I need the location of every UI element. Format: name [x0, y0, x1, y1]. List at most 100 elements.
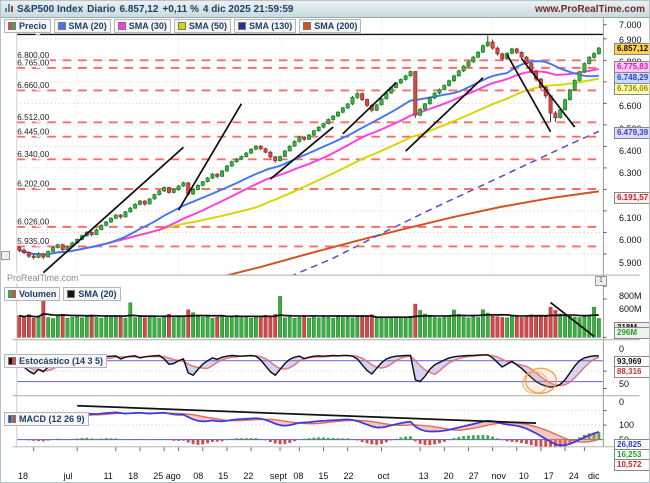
candle [514, 48, 519, 53]
volume-bar [447, 315, 452, 338]
candle [31, 255, 36, 258]
prorealtime-link[interactable]: www.ProRealTime.com [534, 3, 645, 15]
volume-bar [490, 315, 495, 338]
macd-histogram-bar [539, 439, 543, 448]
legend-item[interactable]: Estocástico (14 3 5) [4, 354, 108, 368]
volume-bar [476, 317, 480, 338]
macd-histogram-bar [302, 438, 306, 440]
volume-bar [51, 318, 55, 338]
volume-bar [505, 317, 509, 338]
legend-swatch-icon [238, 22, 247, 30]
candle [200, 181, 205, 186]
chart-area[interactable]: 6.800,00 6.765,00 6.660,00 6.512,00 6.445,00… [1, 18, 650, 483]
volume-bar [519, 317, 524, 338]
axis-label: 10 [518, 471, 529, 481]
candle [249, 148, 254, 154]
macd-histogram-bar [268, 439, 272, 442]
candle [365, 99, 369, 106]
axis-label: 6.300 [619, 168, 642, 179]
macd-histogram-bar [462, 436, 466, 440]
volume-bar [287, 316, 292, 338]
macd-histogram-bar [409, 436, 412, 440]
candle [89, 231, 94, 235]
price-panel: 6.800,006.765,00 6.660,00 6.512,00 6.445,00… [16, 18, 603, 275]
macd-histogram-bar [99, 438, 103, 440]
candle [113, 214, 118, 219]
macd-histogram-bar [524, 439, 528, 444]
legend-item[interactable]: Precio [4, 19, 51, 33]
volume-bar [249, 318, 253, 338]
macd-histogram-bar [592, 432, 596, 440]
macd-histogram-bar [331, 438, 335, 440]
macd-histogram-bar [500, 439, 504, 441]
axis-label: 600M [619, 304, 642, 315]
legend-item[interactable]: Volumen [4, 287, 61, 301]
volume-bar [147, 316, 152, 338]
volume-bar [94, 317, 99, 338]
macd-histogram-bar [273, 439, 277, 444]
candle [147, 198, 152, 205]
macd-histogram-bar [529, 439, 533, 446]
legend-item[interactable]: MACD (12 26 9) [4, 412, 89, 426]
candle [336, 111, 341, 117]
legend-item[interactable]: SMA (50) [173, 19, 232, 33]
macd-histogram-bar [249, 438, 253, 440]
volume-bar [229, 316, 234, 338]
candle [268, 151, 273, 158]
volume-bar [31, 317, 36, 338]
legend-item[interactable]: SMA (30) [113, 19, 171, 33]
candle [253, 145, 258, 150]
axis-label: 7.000 [619, 20, 642, 30]
volume-bar [374, 317, 379, 338]
volume-bar [171, 317, 176, 338]
volume-bar [109, 315, 113, 338]
chart-canvas[interactable]: 6.800,006.765,00 6.660,00 6.512,00 6.445,00… [1, 18, 650, 483]
volume-bar [244, 316, 249, 338]
level-label: 6.660,00 [17, 81, 49, 90]
candle [229, 161, 234, 167]
candle [55, 244, 60, 248]
panel-number-badge[interactable]: 1 [595, 276, 607, 286]
volume-bar [75, 315, 80, 338]
volume-bar [471, 316, 476, 338]
candle [133, 203, 138, 209]
macd-histogram-bar [476, 435, 480, 440]
candle [466, 61, 471, 67]
volume-bar [500, 317, 505, 338]
level-label: 6.340,00 [17, 150, 49, 159]
volume-bar [133, 317, 138, 338]
macd-histogram-bar [244, 438, 248, 440]
legend-swatch-icon [303, 22, 312, 30]
candle [278, 156, 283, 162]
legend-item[interactable]: SMA (20) [63, 287, 121, 301]
legend-item[interactable]: SMA (130) [234, 19, 297, 33]
level-label: 6.765,00 [17, 58, 49, 67]
volume-bar [162, 317, 166, 338]
legend-item[interactable]: SMA (200) [299, 19, 362, 33]
axis-label: oct [377, 471, 390, 481]
candle [587, 56, 592, 64]
axis-label: 24 [568, 471, 579, 481]
volume-bar [539, 315, 543, 338]
candle [166, 187, 171, 193]
macd-histogram-bar [384, 439, 388, 443]
volume-bar [340, 317, 345, 338]
legend-swatch-icon [8, 357, 16, 365]
volume-legend: Volumen SMA (20) [4, 287, 121, 301]
macd-histogram-bar [365, 439, 369, 444]
candle [99, 225, 104, 231]
macd-histogram-bar [399, 437, 403, 440]
candle [456, 70, 461, 77]
legend-item[interactable]: SMA (20) [53, 19, 111, 33]
legend-label: SMA (20) [68, 21, 107, 31]
volume-bar [510, 315, 514, 338]
macd-histogram-bar [288, 439, 292, 443]
volume-bar [22, 317, 26, 338]
macd-histogram-bar [568, 439, 572, 444]
volume-bar [70, 316, 75, 338]
axis-label: 15 [318, 471, 329, 481]
volume-bar [273, 314, 278, 338]
volume-bar [495, 316, 500, 338]
candle [500, 53, 505, 60]
left-handle[interactable] [1, 251, 10, 260]
